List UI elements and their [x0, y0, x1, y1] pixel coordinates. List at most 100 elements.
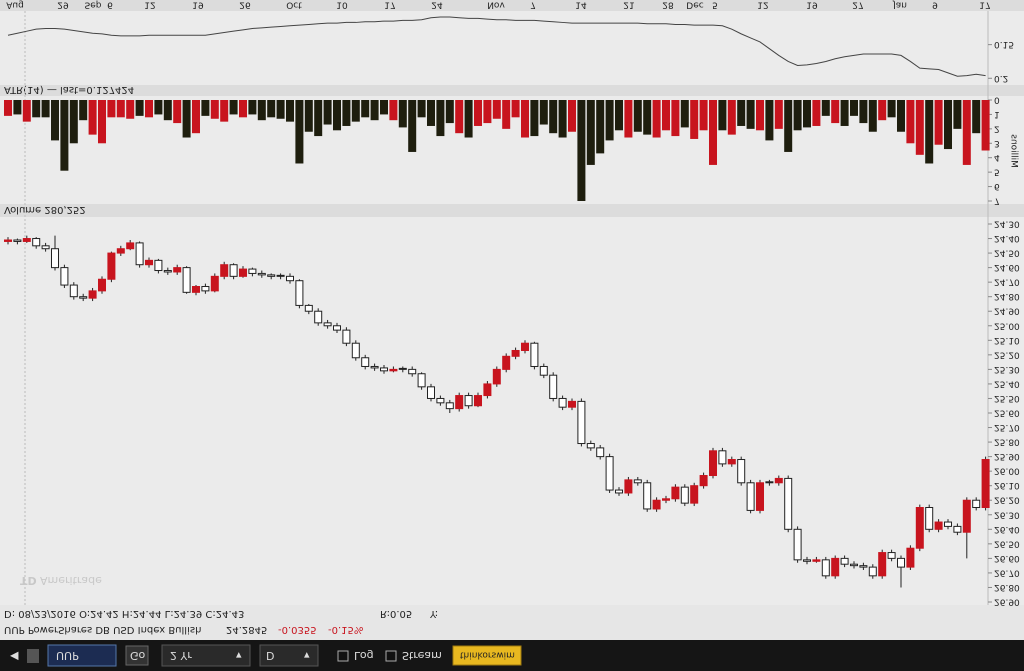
volume-bar	[445, 100, 454, 124]
header-area	[0, 605, 1024, 640]
candle-body	[558, 397, 567, 408]
y-tick-label: 25.90	[994, 451, 1020, 461]
candle-body	[239, 268, 247, 277]
period-dropdown[interactable]	[161, 644, 251, 667]
back-button[interactable]: ◀	[10, 650, 19, 663]
y-tick-label: 26.00	[994, 466, 1020, 476]
volume-bar	[530, 100, 539, 137]
volume-bar	[286, 100, 294, 122]
candle-body	[925, 507, 934, 530]
y-tick-label: 24.50	[994, 248, 1020, 258]
volume-unit: Millions	[1009, 134, 1019, 168]
volume-bar	[803, 100, 811, 128]
atr-title: ATR(14) — last=0.127424	[4, 84, 134, 95]
candle-body	[671, 486, 680, 500]
volume-bar	[906, 100, 915, 144]
volume-bar	[229, 100, 238, 115]
volume-bar	[680, 100, 689, 128]
y-tick-label: 24.40	[994, 233, 1020, 243]
stream-label: Stream	[402, 649, 442, 662]
candle-body	[699, 475, 708, 487]
date-label: 17	[979, 0, 990, 10]
go-button[interactable]	[125, 645, 149, 666]
candle-body	[718, 450, 727, 465]
candle-body	[709, 450, 717, 477]
volume-bar	[727, 100, 736, 135]
aggregation-dropdown[interactable]	[259, 644, 319, 667]
y-tick-label: 25.00	[994, 320, 1020, 330]
volume-bar	[511, 100, 520, 118]
volume-bar	[13, 100, 22, 115]
atr-panel	[0, 11, 1024, 85]
stream-checkbox[interactable]	[385, 650, 397, 662]
date-label: 9	[932, 0, 938, 10]
y-tick-label: 24.90	[994, 306, 1020, 316]
candle-body	[821, 559, 830, 577]
dropdown-arrow: ▾	[304, 649, 310, 662]
date-label: 7	[530, 0, 536, 10]
volume-bar	[671, 100, 680, 137]
y-tick-label: 26.10	[994, 480, 1020, 490]
candle-body	[868, 566, 877, 577]
candle-body	[295, 280, 304, 306]
log-label: Log	[354, 649, 374, 662]
price-panel	[0, 217, 1024, 605]
volume-bar	[210, 100, 219, 119]
volume-bar	[239, 100, 247, 118]
candle-body	[4, 239, 12, 242]
candle-body	[774, 477, 783, 484]
menu-button[interactable]	[27, 649, 39, 663]
candle-body	[831, 557, 840, 577]
candle-body	[530, 342, 539, 367]
price-change-pct: -0.15%	[328, 624, 363, 635]
date-label: 10	[336, 0, 348, 10]
date-label: 14	[575, 0, 587, 10]
symbol-text: UUP	[56, 649, 79, 662]
date-label: 28	[662, 0, 674, 10]
volume-bar	[116, 100, 125, 118]
volume-bar	[887, 100, 896, 118]
symbol-input[interactable]	[47, 644, 117, 667]
volume-bar	[126, 100, 135, 119]
date-label: Dec	[686, 0, 703, 10]
candle-body	[812, 559, 821, 562]
candle-body	[32, 238, 41, 247]
volume-bar	[107, 100, 116, 118]
volume-bar	[4, 100, 12, 116]
y-tick-label: 2	[994, 123, 1000, 133]
atr-line	[7, 16, 986, 77]
volume-bar	[633, 100, 642, 132]
y-tick-label: 24.80	[994, 291, 1020, 301]
volume-bar	[897, 100, 905, 132]
y-tick-label: 25.10	[994, 335, 1020, 345]
volume-bar	[342, 100, 351, 126]
date-label: 5	[712, 0, 718, 10]
volume-bar	[831, 100, 840, 124]
log-checkbox[interactable]	[337, 650, 349, 662]
volume-bar	[718, 100, 727, 131]
volume-bar	[596, 100, 605, 154]
candle-body	[323, 322, 332, 327]
candle-body	[662, 498, 670, 501]
y-tick-label: 6	[994, 181, 1000, 191]
volume-bar	[257, 100, 266, 121]
candle-body	[229, 264, 238, 277]
volume-bar	[746, 100, 755, 129]
volume-bar	[840, 100, 849, 126]
period-text: 2 Yr	[170, 649, 192, 662]
volume-bar	[314, 100, 323, 137]
candle-body	[944, 521, 952, 527]
volume-bar	[774, 100, 783, 129]
y-tick-label: 24.30	[994, 219, 1020, 229]
dropdown-arrow: ▾	[236, 649, 242, 662]
aggregation-text: D	[266, 649, 274, 662]
candle-body	[51, 248, 59, 269]
date-axis	[0, 0, 1024, 11]
candle-body	[126, 242, 135, 250]
y-tick-label: 26.90	[994, 597, 1020, 607]
y-tick-label: 25.50	[994, 393, 1020, 403]
candle-body	[427, 386, 435, 399]
volume-bar	[474, 100, 482, 126]
brand-button[interactable]	[452, 645, 522, 666]
